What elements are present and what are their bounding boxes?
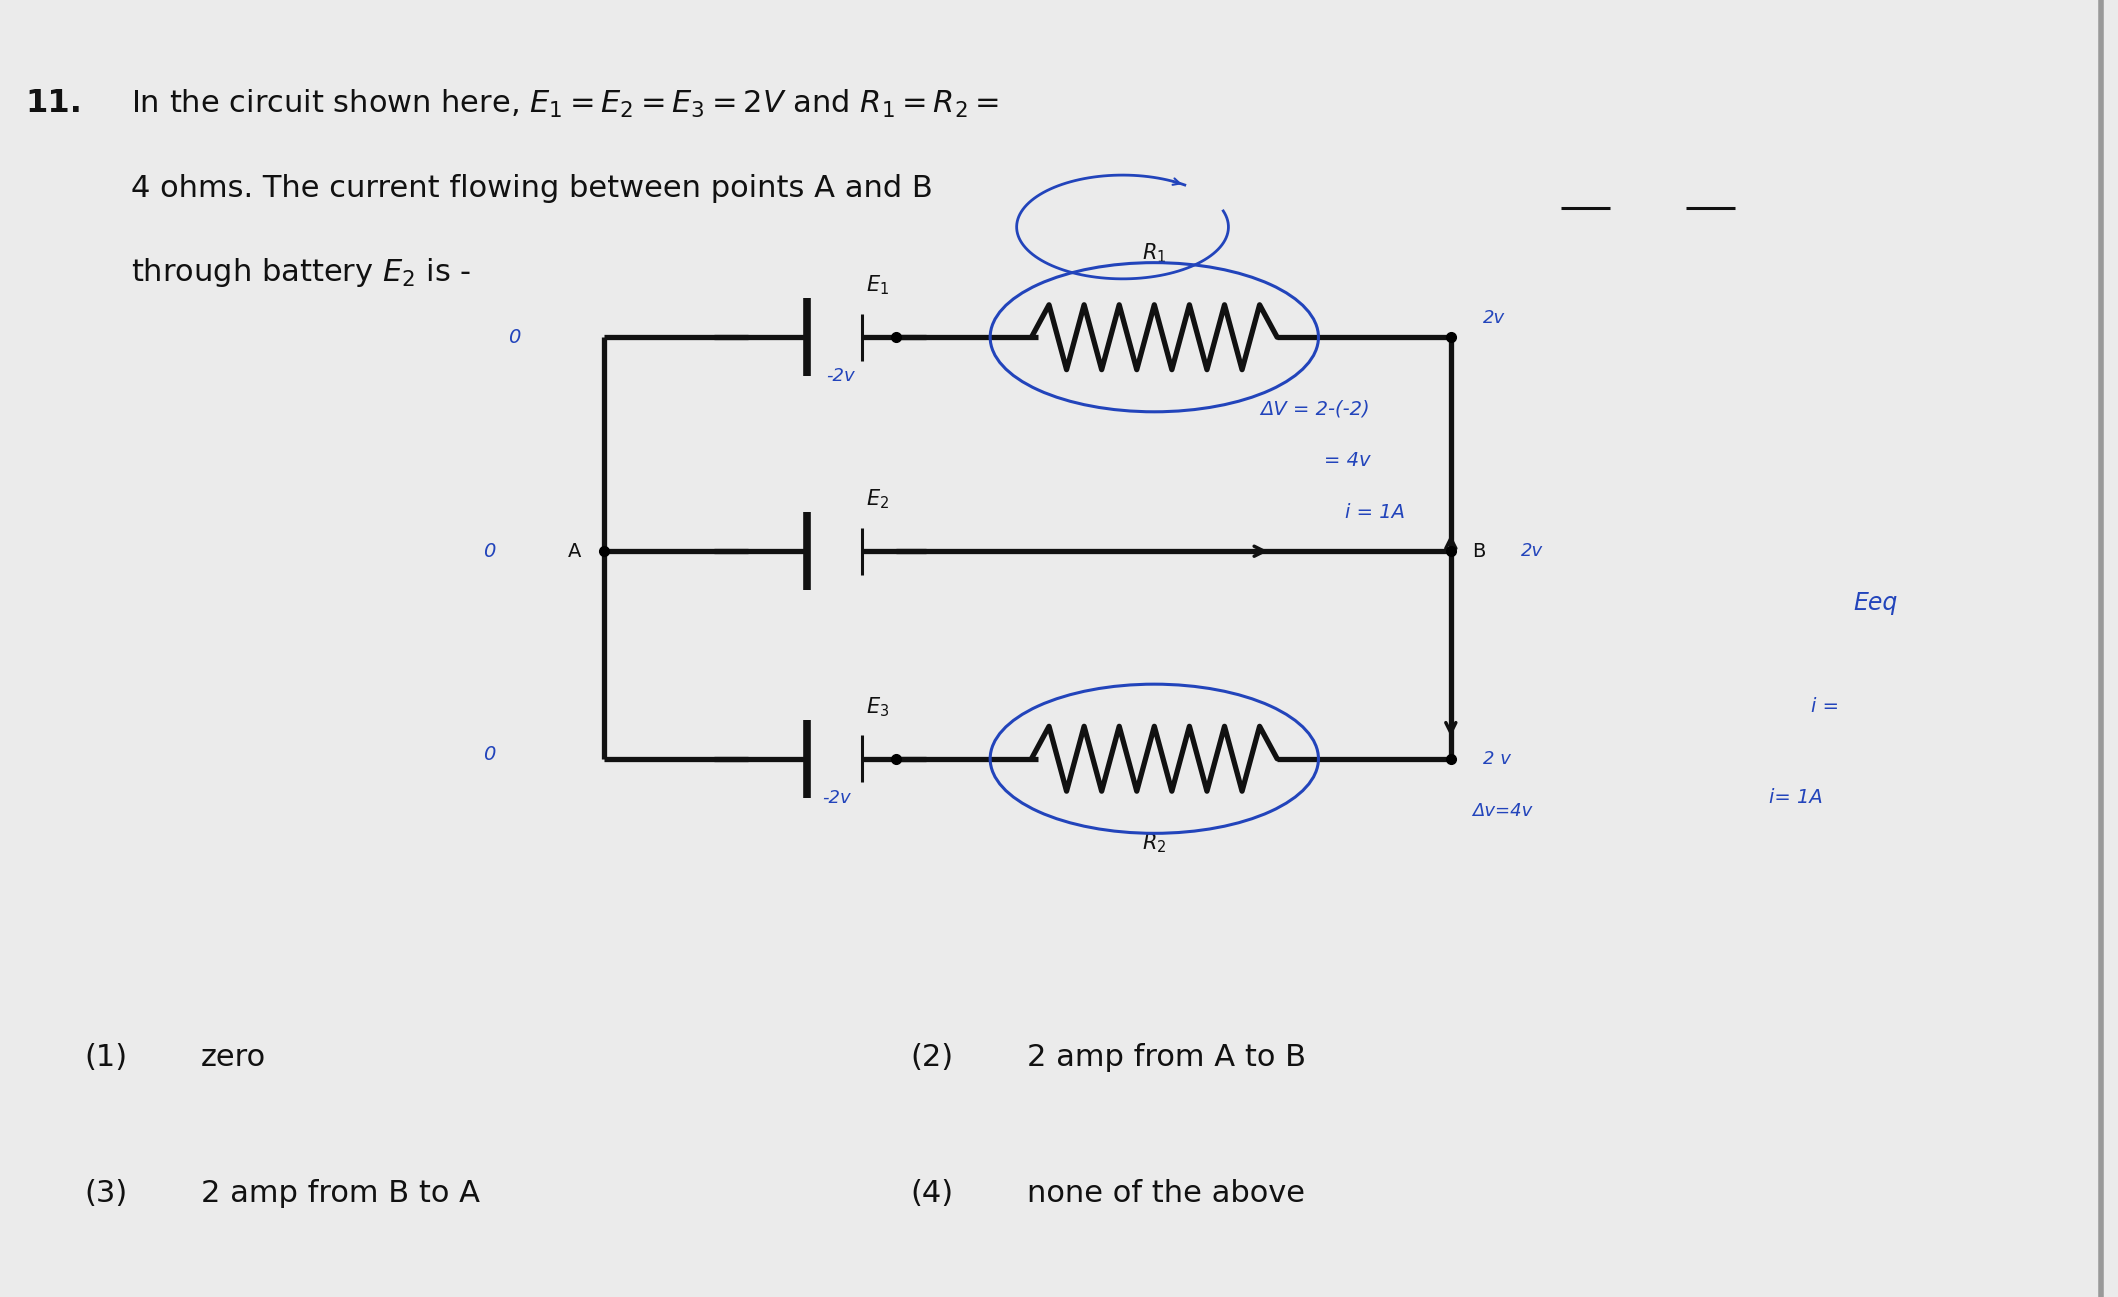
Text: Eeq: Eeq: [1853, 591, 1898, 615]
Text: -2v: -2v: [822, 789, 851, 807]
Text: 2v: 2v: [1483, 309, 1504, 327]
Text: $E_3$: $E_3$: [866, 695, 890, 719]
Text: 0: 0: [483, 746, 496, 764]
Text: 2 amp from B to A: 2 amp from B to A: [201, 1179, 481, 1208]
Text: 2v: 2v: [1521, 542, 1542, 560]
Text: 0: 0: [483, 542, 496, 560]
Text: through battery $E_2$ is -: through battery $E_2$ is -: [131, 256, 472, 289]
Text: = 4v: = 4v: [1324, 451, 1370, 470]
Text: Δv=4v: Δv=4v: [1472, 802, 1531, 820]
Text: 2 v: 2 v: [1483, 750, 1510, 768]
Text: i = 1A: i = 1A: [1345, 503, 1404, 521]
Text: none of the above: none of the above: [1027, 1179, 1305, 1208]
Text: 0: 0: [508, 328, 521, 346]
Text: A: A: [568, 542, 580, 560]
Text: (2): (2): [911, 1043, 953, 1071]
Text: (3): (3): [85, 1179, 127, 1208]
Text: (1): (1): [85, 1043, 127, 1071]
Text: zero: zero: [201, 1043, 267, 1071]
Text: $R_1$: $R_1$: [1142, 241, 1167, 265]
Text: 11.: 11.: [25, 88, 83, 119]
Text: (4): (4): [911, 1179, 953, 1208]
Text: $E_1$: $E_1$: [866, 274, 890, 297]
Text: i= 1A: i= 1A: [1769, 789, 1821, 807]
Text: 2 amp from A to B: 2 amp from A to B: [1027, 1043, 1307, 1071]
Text: ΔV = 2-(-2): ΔV = 2-(-2): [1260, 399, 1370, 418]
Text: In the circuit shown here, $E_1 = E_2 = E_3 = 2V$ and $R_1 = R_2 =$: In the circuit shown here, $E_1 = E_2 = …: [131, 88, 1000, 119]
Text: $E_2$: $E_2$: [866, 488, 890, 511]
Text: B: B: [1472, 542, 1485, 560]
Text: $R_2$: $R_2$: [1142, 831, 1167, 855]
Text: -2v: -2v: [826, 367, 856, 385]
Text: 4 ohms. The current flowing between points A and B: 4 ohms. The current flowing between poin…: [131, 174, 934, 202]
Text: i =: i =: [1811, 698, 1838, 716]
